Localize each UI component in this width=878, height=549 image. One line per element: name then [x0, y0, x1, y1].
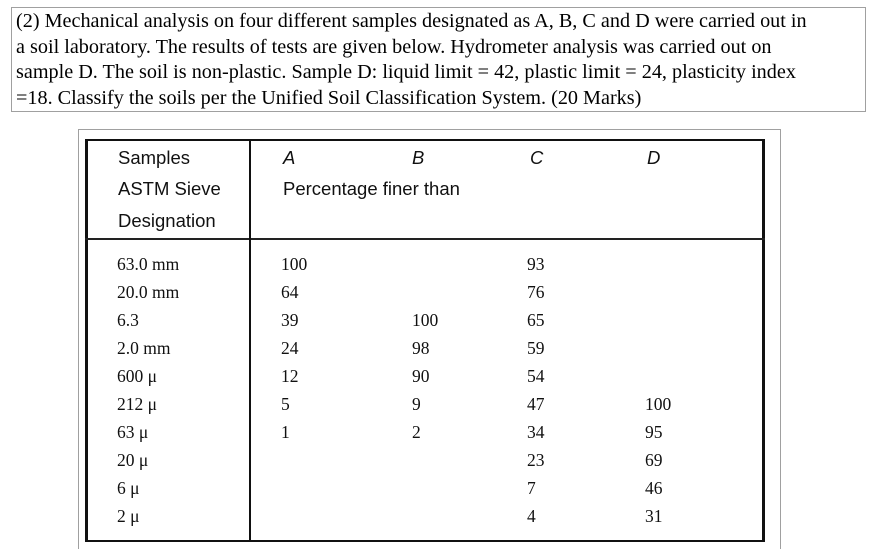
question-line-1: (2) Mechanical analysis on four differen… [16, 10, 807, 32]
header-sample-c: C [530, 147, 544, 168]
sample-c-cell: 76 [527, 282, 545, 302]
sieve-cell: 20 μ [117, 450, 149, 470]
sample-b-cell: 90 [412, 366, 430, 386]
question-line-4: =18. Classify the soils per the Unified … [16, 86, 642, 109]
sieve-cell: 600 μ [117, 366, 158, 386]
sample-c-cell: 47 [527, 394, 545, 414]
sample-d-cell: 69 [645, 450, 663, 470]
sample-a-cell: 24 [281, 338, 299, 358]
sample-b-cell: 2 [412, 422, 421, 442]
sieve-cell: 212 μ [117, 394, 158, 414]
sieve-cell: 20.0 mm [117, 282, 180, 302]
header-astm-sieve-label: ASTM Sieve [118, 178, 221, 199]
question-line-2: a soil laboratory. The results of tests … [16, 35, 772, 58]
sample-a-cell: 100 [281, 254, 308, 274]
sample-b-cell: 100 [412, 310, 439, 330]
header-sample-d: D [647, 147, 661, 168]
sample-c-cell: 65 [527, 310, 545, 330]
sieve-cell: 6 μ [117, 478, 140, 498]
table-image-frame [78, 129, 781, 549]
sample-d-cell: 95 [645, 422, 663, 442]
sample-a-cell: 12 [281, 366, 299, 386]
sample-d-cell: 46 [645, 478, 663, 498]
sample-b-cell: 9 [412, 394, 421, 414]
sieve-analysis-table [85, 139, 765, 542]
sample-c-cell: 34 [527, 422, 545, 442]
header-designation-label: Designation [118, 210, 216, 231]
sieve-cell: 63 μ [117, 422, 149, 442]
sample-c-cell: 54 [527, 366, 545, 386]
sieve-cell: 2.0 mm [117, 338, 171, 358]
sieve-cell: 63.0 mm [117, 254, 180, 274]
sample-c-cell: 23 [527, 450, 545, 470]
sample-a-cell: 1 [281, 422, 290, 442]
column-divider [249, 139, 251, 540]
header-sample-a: A [283, 147, 296, 168]
sample-a-cell: 64 [281, 282, 299, 302]
header-divider [85, 238, 765, 240]
header-samples-label: Samples [118, 147, 190, 168]
header-sample-b: B [412, 147, 425, 168]
sample-c-cell: 93 [527, 254, 545, 274]
sample-a-cell: 39 [281, 310, 299, 330]
sieve-cell: 2 μ [117, 506, 140, 526]
sample-d-cell: 31 [645, 506, 663, 526]
question-line-3: sample D. The soil is non-plastic. Sampl… [16, 61, 796, 83]
sample-b-cell: 98 [412, 338, 430, 358]
sample-c-cell: 7 [527, 478, 536, 498]
question-text-box: (2) Mechanical analysis on four differen… [11, 7, 866, 112]
sample-c-cell: 59 [527, 338, 545, 358]
sample-d-cell: 100 [645, 394, 672, 414]
sample-c-cell: 4 [527, 506, 536, 526]
sieve-cell: 6.3 [117, 310, 139, 330]
sample-a-cell: 5 [281, 394, 290, 414]
header-percentage-finer: Percentage finer than [283, 178, 460, 199]
